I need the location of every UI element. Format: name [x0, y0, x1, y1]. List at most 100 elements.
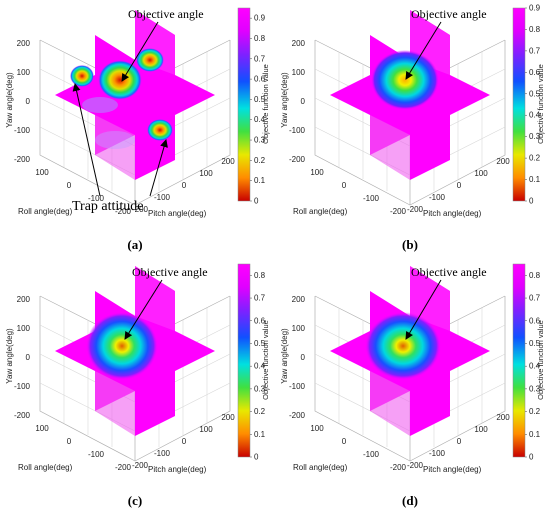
box-edge — [314, 296, 506, 462]
colorbar-tick-label: 0.2 — [529, 154, 541, 163]
panel-caption: (c) — [128, 493, 142, 508]
x-tick-label: 100 — [310, 168, 324, 177]
colorbar — [237, 7, 251, 202]
z-tick-label: -100 — [289, 126, 306, 135]
colorbar-tick-label: 0.4 — [254, 362, 266, 371]
z-axis-label: Yaw angle(deg) — [5, 72, 14, 128]
slice-shade — [370, 371, 410, 436]
colorbar-tick-label: 0.7 — [254, 294, 266, 303]
colorbar-tick-label: 0.5 — [529, 339, 541, 348]
z-tick-label: 200 — [17, 39, 31, 48]
colorbar-tick-label: 0 — [254, 197, 259, 206]
z-tick-label: -100 — [14, 126, 31, 135]
colorbar-label: Objective function value — [536, 320, 545, 400]
colorbar-label: Objective function value — [261, 64, 270, 144]
z-axis-label: Yaw angle(deg) — [280, 328, 289, 384]
x-tick-label: -200 — [390, 463, 407, 472]
colorbar-tick-label: 0.3 — [529, 132, 541, 141]
colorbar-tick-label: 0.7 — [529, 46, 541, 55]
x-axis-label: Roll angle(deg) — [293, 463, 348, 472]
x-tick-label: 0 — [342, 437, 347, 446]
x-tick-label: 100 — [310, 424, 324, 433]
z-tick-label: 100 — [17, 68, 31, 77]
objective-hotspot — [86, 312, 158, 380]
colorbar-tick-label: 0.1 — [529, 430, 541, 439]
panel-caption: (d) — [402, 493, 418, 508]
colorbar-tick-label: 0.7 — [529, 294, 541, 303]
x-tick-label: -200 — [115, 463, 132, 472]
objective-hotspot — [98, 60, 142, 100]
panel-caption: (a) — [127, 237, 142, 252]
colorbar-tick-label: 0 — [529, 453, 534, 462]
z-tick-label: -100 — [14, 382, 31, 391]
box-edge — [314, 40, 506, 206]
z-axis-label: Yaw angle(deg) — [280, 72, 289, 128]
x-tick-label: 0 — [342, 181, 347, 190]
annotation-objective-angle: Objective angle — [132, 265, 208, 279]
z-tick-label: 100 — [292, 324, 306, 333]
annotation-arrow — [121, 21, 159, 82]
y-tick-label: -100 — [429, 193, 446, 202]
axes-grid — [314, 295, 506, 462]
x-tick-label: -100 — [363, 450, 380, 459]
slice-shade — [95, 371, 135, 436]
x-tick-label: 0 — [67, 181, 72, 190]
x-tick-label: 100 — [35, 168, 49, 177]
x-tick-label: 0 — [67, 437, 72, 446]
x-tick-label: -200 — [115, 207, 132, 216]
objective-hotspot — [70, 65, 94, 87]
colorbar-tick-label: 0.5 — [254, 95, 266, 104]
y-tick-label: 100 — [199, 169, 213, 178]
colorbar-tick-label: 0.2 — [254, 407, 266, 416]
surface-patch — [95, 131, 135, 149]
x-tick-label: -100 — [88, 194, 105, 203]
y-tick-label: -100 — [429, 449, 446, 458]
slice-shade — [95, 115, 135, 180]
x-tick-label: -200 — [390, 207, 407, 216]
annotation-objective-angle: Objective angle — [128, 7, 204, 21]
z-tick-label: -200 — [14, 411, 31, 420]
colorbar-tick-label: 0.1 — [254, 176, 266, 185]
colorbar-tick-label: 0 — [254, 453, 259, 462]
y-tick-label: -200 — [407, 461, 424, 470]
objective-hotspot — [371, 50, 439, 110]
objective-hotspot — [147, 119, 173, 141]
colorbar-tick-label: 0.6 — [254, 316, 266, 325]
colorbar — [512, 7, 526, 202]
box-edge — [39, 40, 231, 206]
colorbar-tick-label: 0.3 — [529, 384, 541, 393]
slice-shade — [370, 115, 410, 180]
z-tick-label: -200 — [289, 411, 306, 420]
colorbar-tick-label: 0.2 — [529, 407, 541, 416]
x-tick-label: -100 — [363, 194, 380, 203]
y-tick-label: 100 — [199, 425, 213, 434]
y-tick-label: 0 — [182, 437, 187, 446]
y-tick-label: 0 — [457, 437, 462, 446]
y-tick-label: 100 — [474, 169, 488, 178]
y-axis-label: Pitch angle(deg) — [423, 465, 482, 474]
colorbar-tick-label: 0.4 — [529, 111, 541, 120]
annotation-arrow — [72, 83, 101, 197]
y-tick-label: -200 — [132, 461, 149, 470]
annotation-arrow — [124, 279, 163, 340]
colorbar-tick-label: 0.5 — [529, 89, 541, 98]
box-edge — [39, 296, 231, 462]
z-tick-label: 0 — [301, 353, 306, 362]
colorbar-label: Objective function value — [261, 320, 270, 400]
y-tick-label: -100 — [154, 193, 171, 202]
colorbar-tick-label: 0.5 — [254, 339, 266, 348]
objective-hotspot — [136, 48, 164, 72]
y-tick-label: -100 — [154, 449, 171, 458]
y-axis-label: Pitch angle(deg) — [423, 209, 482, 218]
annotation-arrow — [149, 139, 168, 197]
colorbar-tick-label: 0.8 — [254, 34, 266, 43]
colorbar-label: Objective function value — [536, 64, 545, 144]
surface-patch — [82, 97, 118, 113]
colorbar-tick-label: 0.2 — [254, 156, 266, 165]
colorbar-tick-label: 0.6 — [529, 68, 541, 77]
